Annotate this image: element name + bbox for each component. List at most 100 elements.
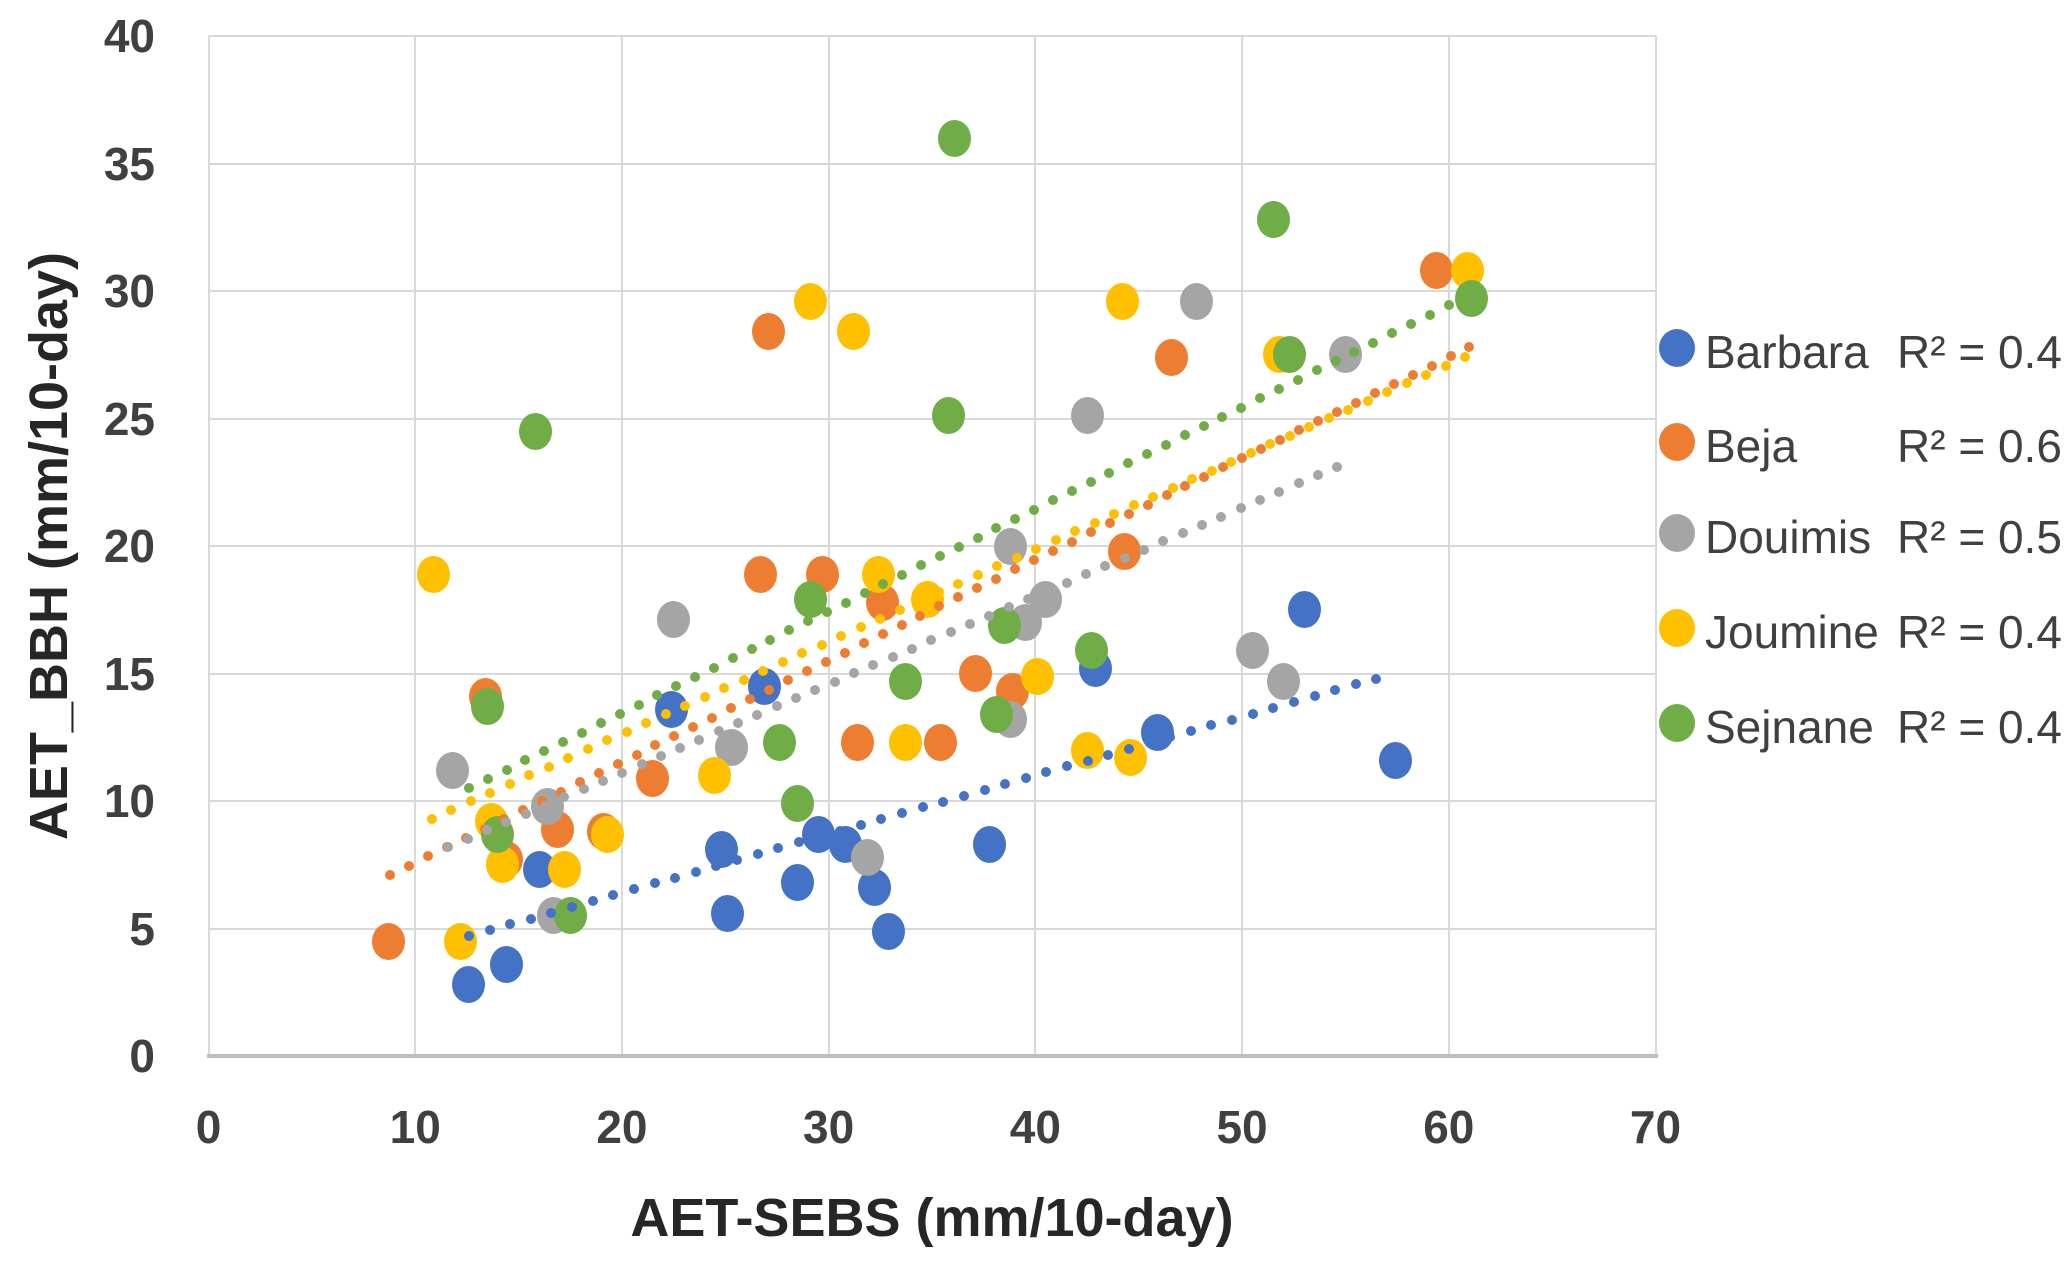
trendline-dot-joumine bbox=[1031, 543, 1042, 554]
data-point-joumine bbox=[1020, 657, 1054, 695]
trendline-dot-joumine bbox=[777, 657, 788, 668]
trendline-dot-beja bbox=[1388, 379, 1399, 390]
trendline-dot-sejnane bbox=[1104, 467, 1115, 478]
trendline-dot-joumine bbox=[1284, 430, 1295, 441]
trendline-dot-barbara bbox=[1330, 685, 1341, 696]
trendline-dot-barbara bbox=[1020, 773, 1031, 784]
trendline-dot-barbara bbox=[1247, 708, 1258, 719]
trendline-dot-sejnane bbox=[1142, 448, 1153, 459]
legend-label-joumine: Joumine bbox=[1705, 606, 1879, 658]
data-point-douimis bbox=[1070, 397, 1104, 435]
trendline-dot-beja bbox=[1104, 518, 1115, 529]
trendline-dot-barbara bbox=[1268, 702, 1279, 713]
trendline-dot-beja bbox=[1218, 462, 1229, 473]
trendline-dot-barbara bbox=[938, 796, 949, 807]
trendline-dot-sejnane bbox=[520, 755, 531, 766]
trendline-dot-douimis bbox=[694, 734, 705, 745]
trendline-dot-douimis bbox=[1293, 478, 1304, 489]
data-point-joumine bbox=[836, 313, 870, 351]
legend-item-barbara: Barbara R² = 0.4 bbox=[1659, 318, 2067, 378]
trendline-dot-sejnane bbox=[1085, 476, 1096, 487]
trendline-dot-joumine bbox=[836, 630, 847, 641]
trendline-dot-barbara bbox=[505, 919, 516, 930]
trendline-dot-joumine bbox=[953, 578, 964, 589]
legend-item-sejnane: Sejnane R² = 0.4 bbox=[1659, 693, 2067, 753]
trendline-dot-douimis bbox=[1216, 511, 1227, 522]
trendline-dot-joumine bbox=[699, 691, 710, 702]
trendline-dot-joumine bbox=[641, 718, 652, 729]
trendline-dot-joumine bbox=[1440, 361, 1451, 371]
trendline-dot-sejnane bbox=[690, 671, 701, 682]
trendline-dot-sejnane bbox=[1387, 328, 1398, 339]
data-point-douimis bbox=[851, 838, 885, 876]
trendline-dot-barbara bbox=[814, 831, 825, 842]
trendline-dot-barbara bbox=[587, 896, 598, 907]
trendline-dot-sejnane bbox=[972, 532, 983, 543]
trendline-dot-sejnane bbox=[1047, 495, 1058, 506]
trendline-dot-douimis bbox=[1003, 602, 1014, 613]
trendline-dot-sejnane bbox=[1255, 393, 1266, 404]
trendline-dot-joumine bbox=[758, 665, 769, 676]
data-point-sejnane bbox=[1256, 201, 1290, 239]
trendline-dot-douimis bbox=[1022, 594, 1033, 605]
trendline-dot-joumine bbox=[875, 613, 886, 624]
trendline-dot-sejnane bbox=[897, 569, 908, 580]
trendline-dot-sejnane bbox=[595, 718, 606, 729]
trendline-dot-sejnane bbox=[1198, 421, 1209, 432]
trendline-dot-joumine bbox=[1343, 404, 1354, 415]
legend-item-beja: Beja R² = 0.6 bbox=[1659, 412, 2067, 472]
trendline-dot-beja bbox=[404, 860, 415, 871]
trendline-dot-beja bbox=[896, 619, 907, 630]
trendline-dot-beja bbox=[858, 638, 869, 649]
trendline-dot-joumine bbox=[1245, 448, 1256, 459]
trendline-dot-beja bbox=[1066, 536, 1077, 547]
data-point-beja bbox=[1107, 532, 1141, 570]
trendline-dot-sejnane bbox=[558, 736, 569, 747]
trendline-dot-beja bbox=[1313, 416, 1323, 427]
trendline-dot-douimis bbox=[462, 833, 473, 844]
data-point-douimis bbox=[1266, 662, 1300, 700]
trendline-dot-douimis bbox=[1177, 528, 1188, 539]
trendline-dot-joumine bbox=[660, 709, 671, 720]
data-point-joumine bbox=[793, 282, 827, 320]
trendline-dot-barbara bbox=[1123, 743, 1134, 754]
data-point-sejnane bbox=[1273, 336, 1307, 374]
trendline-dot-joumine bbox=[1323, 413, 1334, 424]
trendline-dot-beja bbox=[801, 666, 812, 677]
trendline-dot-sejnane bbox=[1160, 439, 1171, 450]
trendline-dot-douimis bbox=[1332, 461, 1343, 472]
trendline-dot-barbara bbox=[732, 855, 743, 866]
data-point-beja bbox=[752, 313, 786, 351]
trendline-dot-joumine bbox=[1070, 526, 1081, 537]
legend-marker-joumine bbox=[1659, 609, 1695, 647]
x-tick-label: 40 bbox=[1009, 1101, 1061, 1153]
trendline-dot-barbara bbox=[711, 860, 722, 871]
trendline-dot-beja bbox=[745, 694, 756, 704]
trendline-dot-joumine bbox=[446, 805, 457, 816]
trendline-dot-joumine bbox=[914, 596, 925, 607]
trendline-dot-beja bbox=[1331, 406, 1342, 417]
trendline-dot-sejnane bbox=[1010, 513, 1021, 524]
data-point-douimis bbox=[1235, 632, 1269, 670]
data-point-barbara bbox=[710, 894, 744, 932]
trendline-dot-douimis bbox=[926, 635, 937, 646]
legend-marker-douimis bbox=[1659, 514, 1695, 552]
trendline-dot-douimis bbox=[1274, 486, 1285, 497]
trendline-dot-beja bbox=[1464, 342, 1475, 353]
trendline-dot-douimis bbox=[520, 808, 531, 819]
trendline-dot-barbara bbox=[876, 814, 887, 825]
trendline-dot-beja bbox=[1237, 453, 1248, 464]
trendline-dot-beja bbox=[1161, 490, 1172, 501]
gridline-horizontal bbox=[208, 35, 1656, 37]
trendline-dot-beja bbox=[1369, 388, 1380, 399]
trendline-dot-barbara bbox=[1288, 697, 1299, 707]
trendline-dot-joumine bbox=[582, 744, 593, 755]
trendline-dot-beja bbox=[782, 675, 793, 686]
trendline-dot-barbara bbox=[1165, 732, 1176, 743]
trendline-dot-beja bbox=[1275, 434, 1286, 445]
data-point-beja bbox=[1419, 252, 1453, 290]
trendline-dot-joumine bbox=[563, 752, 574, 763]
trendline-dot-barbara bbox=[649, 878, 660, 889]
trendline-dot-douimis bbox=[636, 759, 647, 770]
